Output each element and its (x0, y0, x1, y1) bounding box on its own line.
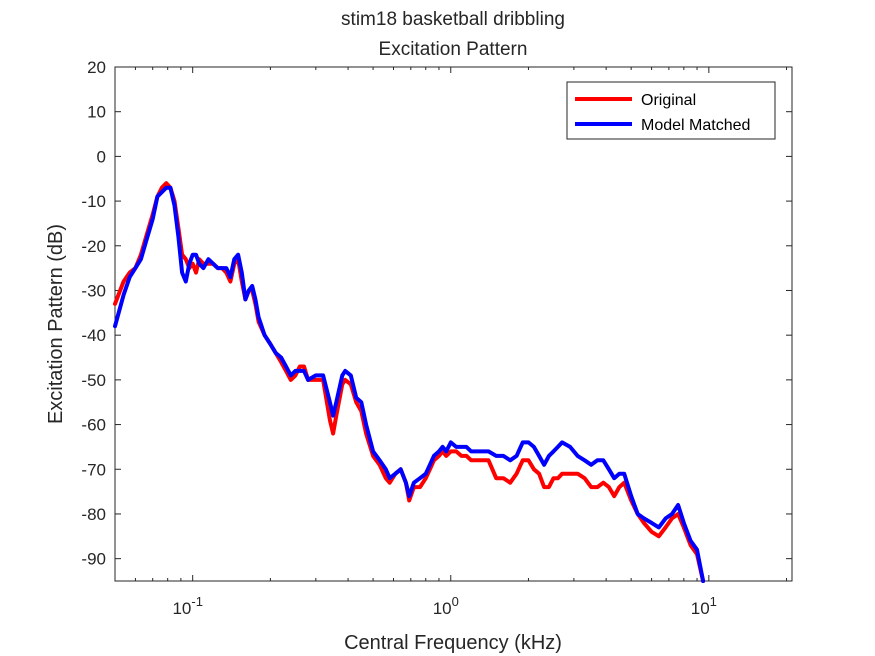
series-line-original (113, 181, 706, 583)
y-tick-label: -80 (81, 505, 106, 524)
y-tick-label: -90 (81, 550, 106, 569)
y-axis-label: Excitation Pattern (dB) (45, 224, 67, 424)
legend-box (566, 81, 776, 140)
y-tick-label: -10 (81, 192, 106, 211)
y-tick-label: -30 (81, 281, 106, 300)
y-tick-label: -60 (81, 416, 106, 435)
y-tick-label: -50 (81, 371, 106, 390)
axes-box (114, 66, 793, 582)
y-tick-label: 20 (87, 58, 106, 77)
legend: Original Model Matched (566, 81, 776, 140)
y-tick-label: -40 (81, 326, 106, 345)
y-tick-label: 0 (97, 147, 106, 166)
x-tick-label: 10-1 (172, 594, 202, 618)
series-lines (113, 181, 706, 583)
x-axis-label: Central Frequency (kHz) (344, 632, 562, 654)
series-line-model-matched (113, 185, 706, 583)
chart-subtitle: Excitation Pattern (379, 39, 528, 60)
legend-label-original: Original (641, 92, 696, 109)
y-tick-label: 10 (87, 103, 106, 122)
x-tick-label: 100 (433, 594, 459, 618)
y-tick-label: -20 (81, 237, 106, 256)
chart-title: stim18 basketball dribbling (341, 9, 565, 30)
legend-label-model-matched: Model Matched (641, 117, 750, 134)
x-tick-label: 101 (691, 594, 717, 618)
y-tick-label: -70 (81, 460, 106, 479)
